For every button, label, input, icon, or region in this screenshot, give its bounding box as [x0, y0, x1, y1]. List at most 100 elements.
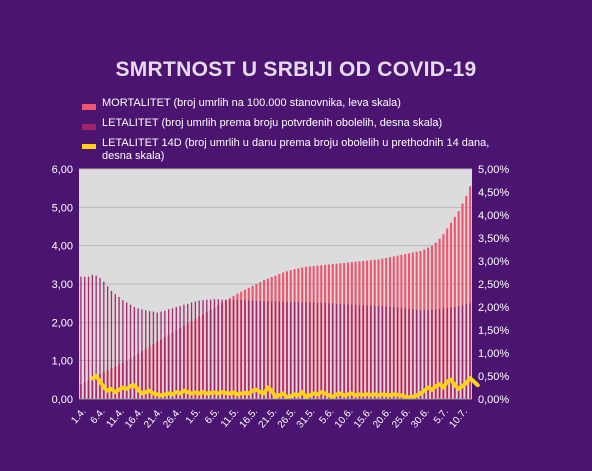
bar-letalitet: [152, 311, 155, 399]
x-tick-label: 15.6.: [352, 406, 375, 430]
bar-letalitet: [167, 309, 170, 399]
legend-label-letalitet-14d: LETALITET 14D (broj umrlih u danu prema …: [102, 137, 490, 162]
bar-letalitet: [267, 301, 269, 399]
x-tick-label: 21.5.: [257, 406, 280, 430]
bar-letalitet: [366, 305, 368, 399]
bar-letalitet: [385, 306, 387, 399]
y-left-tick-label: 6,00: [52, 164, 73, 176]
bar-letalitet: [103, 281, 105, 399]
bar-letalitet: [457, 306, 460, 399]
bar-letalitet: [213, 299, 216, 399]
bar-letalitet: [244, 300, 246, 399]
x-tick-label: 21.4.: [142, 406, 165, 430]
y-left-tick-label: 4,00: [52, 241, 73, 253]
bar-letalitet: [99, 278, 101, 399]
bar-letalitet: [251, 300, 254, 399]
x-tick-label: 26.4.: [161, 406, 184, 430]
y-right-tick-label: 0,00%: [478, 394, 509, 406]
y-right-tick-label: 1,50%: [478, 325, 509, 337]
bar-letalitet: [316, 302, 319, 399]
x-tick-label: 20.6.: [371, 406, 394, 430]
bar-letalitet: [198, 300, 200, 399]
bar-letalitet: [389, 307, 391, 399]
bar-letalitet: [412, 309, 414, 399]
y-right-tick-label: 2,00%: [478, 302, 509, 314]
bar-mortalitet: [469, 186, 472, 399]
bar-letalitet: [332, 303, 334, 399]
x-tick-label: 11.4.: [104, 406, 126, 430]
bar-letalitet: [91, 274, 94, 399]
legend-swatch-letalitet-14d: [82, 144, 96, 149]
bar-letalitet: [335, 303, 338, 399]
bar-letalitet: [187, 303, 189, 399]
bar-letalitet: [278, 301, 280, 399]
bar-letalitet: [305, 302, 307, 399]
chart-title: SMRTNOST U SRBIJI OD COVID-19: [115, 58, 477, 81]
bar-letalitet: [175, 307, 177, 399]
bar-letalitet: [465, 304, 467, 399]
bar-letalitet: [400, 307, 403, 399]
y-left-tick-label: 2,00: [52, 317, 73, 329]
bar-letalitet: [290, 301, 292, 399]
line-letalitet-14d: [90, 374, 480, 400]
bar-letalitet: [362, 305, 364, 399]
bar-letalitet: [118, 296, 120, 399]
bar-letalitet: [293, 301, 296, 399]
y-left-tick-label: 3,00: [52, 279, 73, 291]
bar-letalitet: [374, 306, 376, 399]
bar-letalitet: [431, 309, 433, 399]
bar-letalitet: [358, 305, 361, 399]
bar-letalitet: [160, 311, 162, 399]
bar-letalitet: [309, 302, 311, 399]
x-tick-label: 1.4.: [69, 406, 88, 426]
bar-letalitet: [274, 301, 277, 399]
bar-letalitet: [328, 303, 330, 399]
y-right-tick-label: 1,00%: [478, 348, 509, 360]
legend-swatch-mortalitet: [82, 104, 96, 110]
bar-letalitet: [351, 304, 353, 399]
bar-letalitet: [106, 286, 109, 399]
bar-letalitet: [240, 300, 242, 399]
bar-letalitet: [416, 309, 418, 399]
bar-letalitet: [190, 302, 193, 399]
y-right-tick-label: 2,50%: [478, 279, 509, 291]
bar-letalitet: [354, 304, 357, 399]
x-tick-label: 30.6.: [409, 406, 432, 430]
x-tick-label: 16.5.: [238, 406, 261, 430]
bar-letalitet: [84, 276, 86, 399]
bar-letalitet: [393, 307, 395, 399]
bar-letalitet: [145, 310, 147, 399]
bar-letalitet: [164, 310, 166, 399]
bar-letalitet: [114, 294, 116, 399]
bar-letalitet: [133, 307, 135, 399]
y-right-tick-label: 3,00%: [478, 256, 509, 268]
x-tick-label: 26.5.: [276, 406, 299, 430]
bar-mortalitet: [461, 203, 464, 399]
bar-letalitet: [110, 290, 113, 399]
bar-mortalitet: [465, 195, 468, 399]
bar-letalitet: [95, 275, 97, 399]
legend-item-mortalitet: MORTALITET (broj umrlih na 100.000 stano…: [82, 97, 522, 115]
y-right-tick-label: 4,50%: [478, 187, 509, 199]
bar-letalitet: [320, 302, 322, 399]
bar-letalitet: [229, 299, 231, 399]
bar-letalitet: [248, 300, 250, 399]
y-left-tick-label: 1,00: [52, 356, 73, 368]
bar-letalitet: [377, 306, 380, 399]
bar-letalitet: [80, 276, 82, 399]
bar-letalitet: [381, 306, 384, 399]
bar-letalitet: [404, 308, 406, 399]
bar-letalitet: [271, 301, 273, 399]
legend-label-letalitet: LETALITET (broj umrlih prema broju potvr…: [102, 117, 443, 129]
x-tick-label: 16.4.: [123, 406, 146, 430]
bar-letalitet: [183, 304, 185, 399]
x-tick-label: 10.7.: [447, 406, 470, 430]
bar-letalitet: [446, 307, 448, 399]
bar-letalitet: [396, 307, 399, 399]
bar-letalitet: [126, 302, 128, 399]
bar-letalitet: [217, 299, 219, 399]
x-tick-label: 25.6.: [390, 406, 413, 430]
legend-item-letalitet: LETALITET (broj umrlih prema broju potvr…: [82, 117, 522, 135]
bar-letalitet: [454, 307, 456, 399]
